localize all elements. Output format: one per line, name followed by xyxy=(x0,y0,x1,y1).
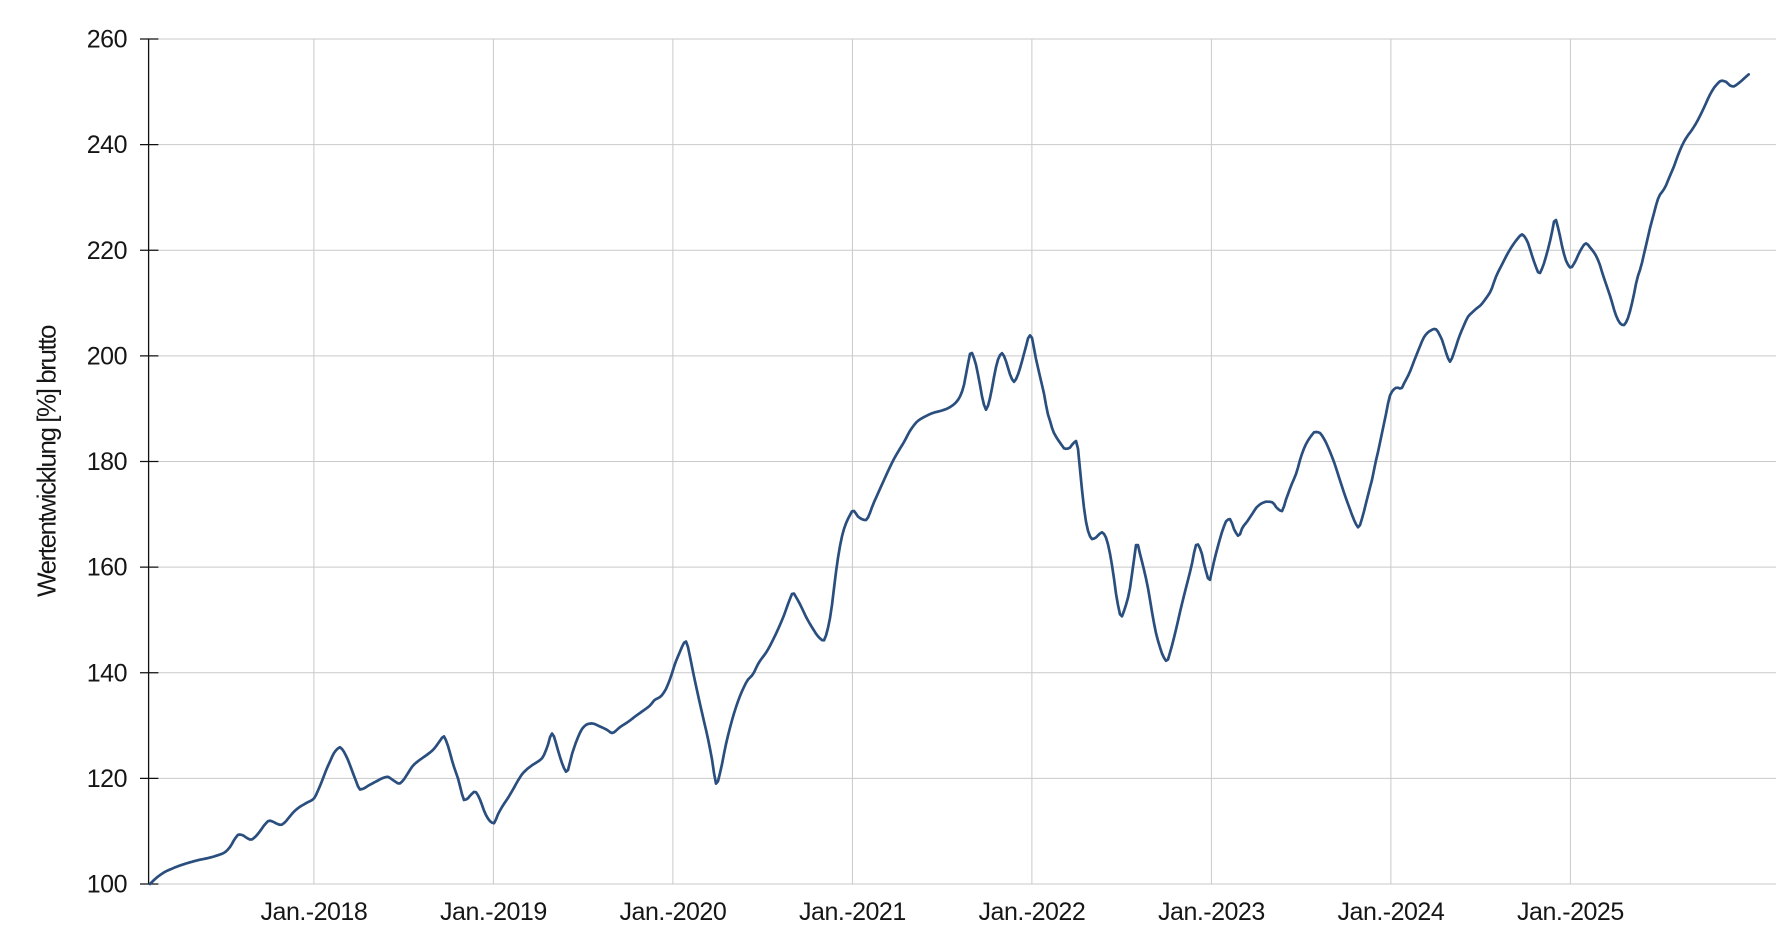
svg-text:120: 120 xyxy=(87,765,127,793)
svg-text:260: 260 xyxy=(87,26,127,54)
svg-text:Jan.-2022: Jan.-2022 xyxy=(979,898,1086,926)
svg-text:Wertentwicklung [%] brutto: Wertentwicklung [%] brutto xyxy=(32,325,62,597)
svg-text:Jan.-2021: Jan.-2021 xyxy=(799,898,906,926)
svg-text:Jan.-2025: Jan.-2025 xyxy=(1517,898,1624,926)
svg-text:Jan.-2023: Jan.-2023 xyxy=(1158,898,1265,926)
svg-text:Jan.-2020: Jan.-2020 xyxy=(620,898,727,926)
svg-text:220: 220 xyxy=(87,237,127,265)
svg-text:Jan.-2024: Jan.-2024 xyxy=(1338,898,1445,926)
svg-text:Jan.-2019: Jan.-2019 xyxy=(440,898,547,926)
svg-text:Jan.-2018: Jan.-2018 xyxy=(261,898,368,926)
svg-text:200: 200 xyxy=(87,342,127,370)
svg-text:240: 240 xyxy=(87,131,127,159)
svg-text:180: 180 xyxy=(87,448,127,476)
svg-text:160: 160 xyxy=(87,554,127,582)
svg-text:140: 140 xyxy=(87,659,127,687)
svg-text:100: 100 xyxy=(87,871,127,899)
